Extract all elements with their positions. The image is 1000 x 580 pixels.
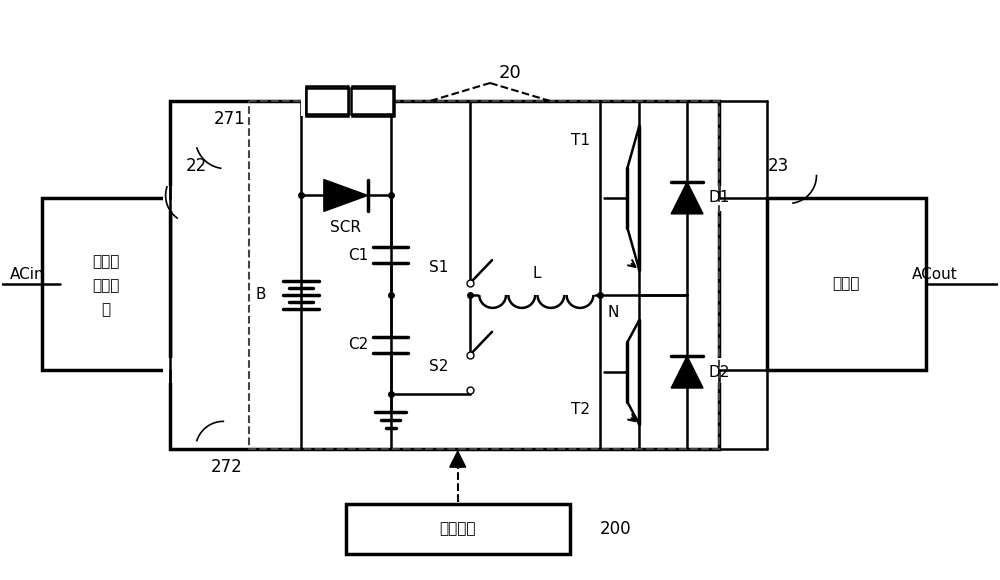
Text: 20: 20: [499, 64, 521, 82]
Bar: [767, 198, 926, 369]
Text: 272: 272: [210, 458, 242, 476]
Bar: [346, 504, 570, 554]
Text: SCR: SCR: [330, 220, 361, 235]
Text: ACout: ACout: [912, 267, 958, 281]
Text: 271: 271: [213, 110, 245, 128]
Text: T1: T1: [571, 133, 590, 148]
Text: ACin: ACin: [10, 267, 45, 281]
Bar: [712, 187, 727, 211]
Polygon shape: [671, 356, 703, 388]
Text: S2: S2: [429, 359, 448, 374]
Text: 控制装置: 控制装置: [439, 521, 476, 536]
Text: C2: C2: [349, 337, 369, 352]
Text: 逆变器: 逆变器: [833, 277, 860, 292]
Text: S1: S1: [429, 260, 448, 274]
Text: 压变换: 压变换: [92, 278, 120, 293]
Polygon shape: [324, 180, 368, 211]
Bar: [712, 358, 727, 383]
Text: 23: 23: [768, 157, 789, 175]
Bar: [306, 88, 348, 114]
Polygon shape: [450, 451, 466, 467]
Text: D1: D1: [709, 190, 730, 205]
Text: C1: C1: [349, 248, 369, 263]
Bar: [163, 358, 178, 383]
Text: T2: T2: [571, 402, 590, 417]
Bar: [351, 88, 393, 114]
Bar: [42, 198, 170, 369]
Text: D2: D2: [709, 365, 730, 379]
Text: B: B: [256, 288, 266, 303]
Polygon shape: [671, 182, 703, 214]
Text: 器: 器: [101, 302, 110, 317]
Text: 22: 22: [186, 157, 207, 175]
Bar: [352, 86, 394, 116]
Text: 200: 200: [600, 520, 631, 538]
Bar: [163, 187, 178, 211]
Bar: [306, 86, 348, 116]
Text: L: L: [532, 266, 541, 281]
Bar: [301, 86, 391, 116]
Text: N: N: [608, 306, 619, 320]
Bar: [170, 101, 719, 450]
Bar: [249, 101, 719, 450]
Text: 整流升: 整流升: [92, 255, 120, 270]
